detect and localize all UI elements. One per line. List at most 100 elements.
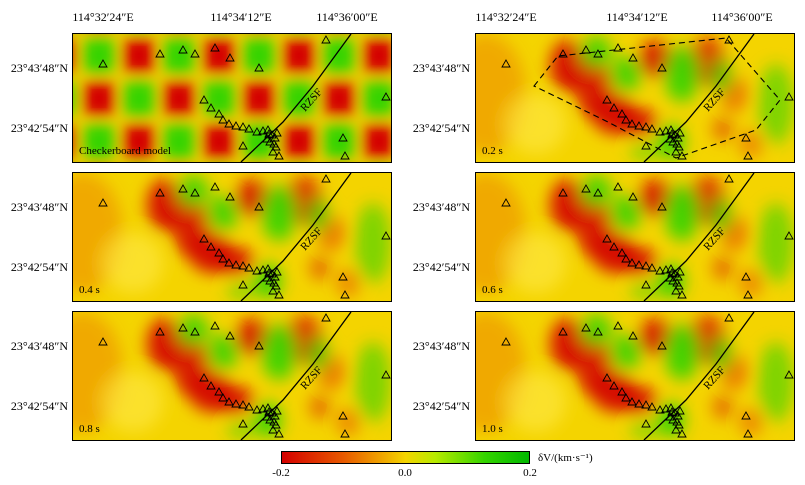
lat-label: 23°42′54″N [10, 121, 68, 135]
station-group [98, 35, 391, 160]
panel-label: 0.2 s [482, 145, 503, 157]
station-triangle-icon [677, 429, 687, 438]
station-triangle-icon [254, 63, 264, 72]
station-triangle-icon [214, 248, 224, 257]
station-triangle-icon [593, 327, 603, 336]
anomaly-blob [630, 281, 658, 301]
fault-line [643, 34, 755, 162]
station-triangle-icon [271, 420, 281, 429]
station-triangle-icon [641, 419, 651, 428]
station-triangle-icon [668, 276, 678, 285]
anomaly-blob [713, 256, 733, 280]
station-triangle-icon [268, 147, 278, 156]
station-triangle-icon [641, 141, 651, 150]
station-triangle-icon [190, 188, 200, 197]
station-triangle-icon [665, 273, 675, 282]
fault-line [240, 312, 352, 440]
station-triangle-icon [271, 281, 281, 290]
station-triangle-icon [274, 151, 284, 160]
anomaly-blob [709, 336, 733, 372]
station-triangle-icon [621, 115, 631, 124]
map-panel-0.4s: RZSF 0.4 s [72, 172, 392, 302]
station-triangle-icon [252, 405, 262, 414]
station-triangle-icon [675, 267, 685, 276]
station-triangle-icon [178, 45, 188, 54]
station-triangle-icon [244, 124, 254, 133]
station-triangle-icon [231, 121, 241, 130]
anomaly-blob [336, 408, 360, 436]
station-triangle-icon [272, 406, 282, 415]
checker-cell [363, 81, 391, 116]
station-triangle-icon [641, 400, 651, 409]
station-group [501, 35, 794, 160]
anomaly-blob [630, 142, 658, 162]
checker-cell [163, 38, 195, 73]
station-triangle-icon [238, 261, 248, 270]
station-triangle-icon [558, 327, 568, 336]
anomaly-blob [355, 203, 391, 283]
lat-label: 23°43′48″N [10, 339, 68, 353]
anomaly-blob [306, 197, 330, 233]
station-triangle-icon [609, 242, 619, 251]
station-triangle-icon [634, 121, 644, 130]
anomaly-blob [709, 197, 733, 233]
station-triangle-icon [674, 420, 684, 429]
station-triangle-icon [665, 412, 675, 421]
colorbar [281, 451, 530, 464]
checker-cell [323, 124, 355, 159]
station-triangle-icon [665, 134, 675, 143]
station-triangle-icon [724, 174, 734, 183]
lat-label: 23°43′48″N [412, 200, 470, 214]
station-triangle-icon [609, 381, 619, 390]
lon-label: 114°32′24″E [72, 10, 134, 24]
station-triangle-icon [321, 35, 331, 44]
checker-cell [73, 39, 75, 72]
station-triangle-icon [666, 403, 676, 412]
station-triangle-icon [613, 321, 623, 330]
station-triangle-icon [265, 276, 275, 285]
colorbar-tick: 0.0 [398, 467, 412, 479]
checker-cell [203, 38, 235, 73]
velocity-anomaly-field [73, 173, 391, 301]
station-triangle-icon [628, 53, 638, 62]
station-triangle-icon [254, 202, 264, 211]
station-triangle-icon [741, 411, 751, 420]
anomaly-blob [506, 372, 566, 432]
anomaly-blob [227, 281, 255, 301]
station-triangle-icon [671, 286, 681, 295]
anomaly-blob [758, 203, 794, 283]
station-triangle-icon [231, 399, 241, 408]
station-triangle-icon [501, 59, 511, 68]
fault-line [643, 312, 755, 440]
anomaly-blob [177, 314, 209, 346]
station-triangle-icon [784, 231, 794, 240]
station-triangle-icon [558, 188, 568, 197]
station-triangle-icon [647, 263, 657, 272]
station-triangle-icon [593, 49, 603, 58]
anomaly-blob [713, 117, 733, 141]
anomaly-blob [336, 269, 360, 297]
lat-label: 23°42′54″N [412, 121, 470, 135]
station-triangle-icon [617, 248, 627, 257]
station-triangle-icon [613, 43, 623, 52]
anomaly-blob [227, 420, 255, 440]
anomaly-blob [580, 314, 612, 346]
station-triangle-icon [155, 188, 165, 197]
station-triangle-icon [338, 272, 348, 281]
station-triangle-icon [627, 397, 637, 406]
station-triangle-icon [218, 254, 228, 263]
lon-label: 114°36′00″E [711, 10, 773, 24]
map-canvas: RZSF [476, 173, 794, 301]
checker-cell [73, 125, 75, 158]
station-triangle-icon [602, 373, 612, 382]
station-triangle-icon [666, 125, 676, 134]
checker-cell [123, 38, 155, 73]
map-panel-0.6s: RZSF 0.6 s [475, 172, 795, 302]
anomaly-blob [506, 233, 566, 293]
lat-label: 23°43′48″N [412, 61, 470, 75]
station-triangle-icon [98, 59, 108, 68]
checker-cell [203, 81, 235, 116]
station-triangle-icon [206, 103, 216, 112]
station-triangle-icon [254, 341, 264, 350]
lat-label: 23°43′48″N [10, 61, 68, 75]
